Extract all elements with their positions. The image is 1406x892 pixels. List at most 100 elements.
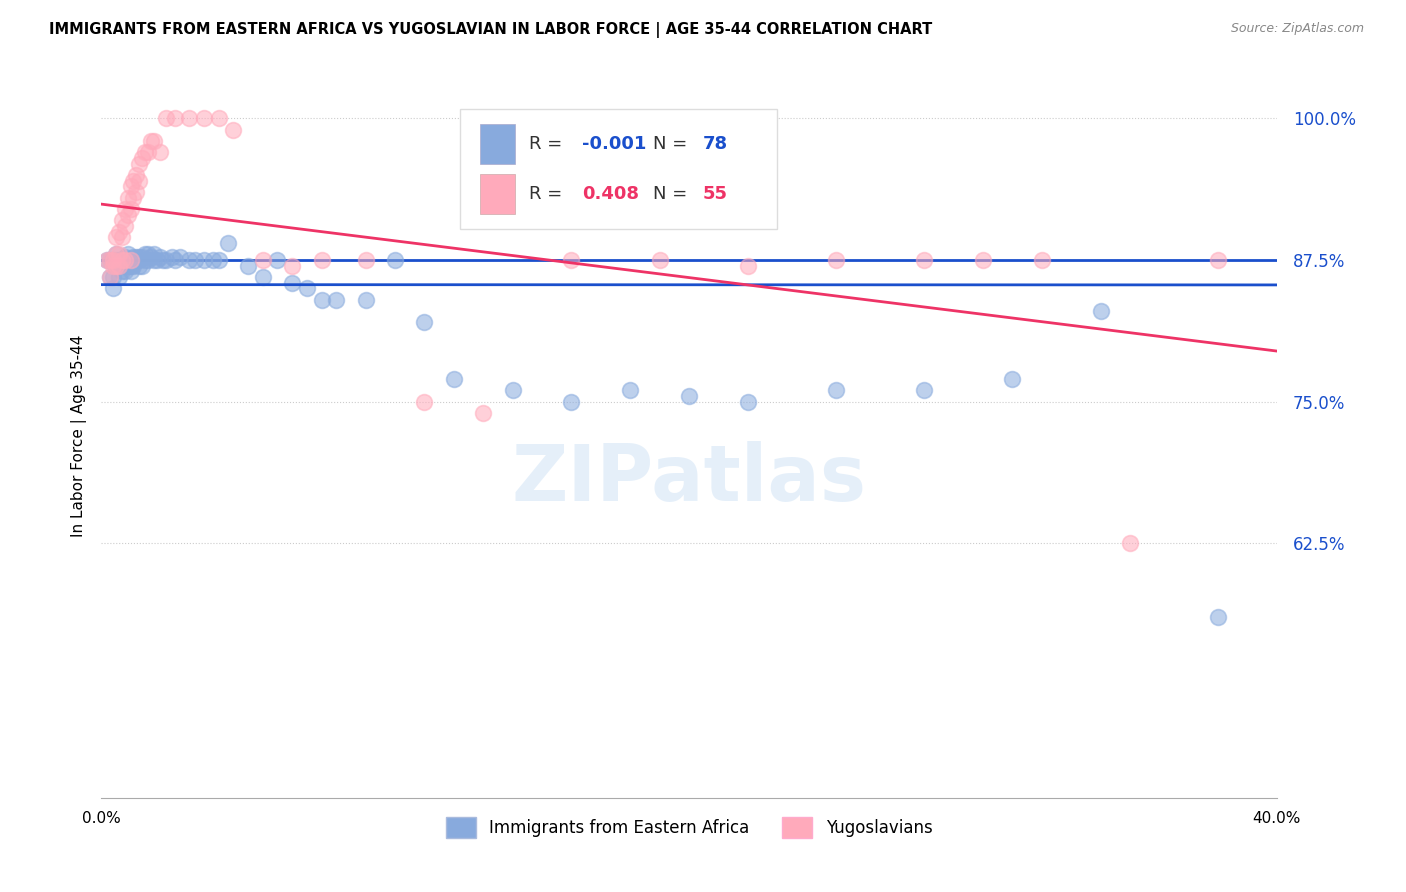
Point [1090, 304, 1112, 318]
Text: -0.001: -0.001 [582, 136, 647, 153]
Point [120, 202, 142, 216]
Point [143, 134, 166, 148]
Point [169, 250, 191, 264]
Point [107, 247, 129, 261]
Point [111, 213, 134, 227]
Point [111, 252, 134, 267]
Point [972, 252, 994, 267]
Point [131, 151, 153, 165]
Point [222, 122, 245, 136]
Point [825, 252, 848, 267]
Point [737, 259, 759, 273]
Point [122, 259, 145, 273]
Point [1206, 610, 1229, 624]
Point [139, 134, 162, 148]
Point [252, 252, 274, 267]
Point [107, 269, 129, 284]
Point [117, 259, 139, 273]
Point [111, 252, 134, 267]
Point [163, 252, 186, 267]
Point [143, 247, 166, 261]
Point [104, 247, 127, 261]
Point [155, 252, 177, 267]
Point [98, 252, 121, 267]
Point [912, 383, 935, 397]
Point [825, 383, 848, 397]
Point [311, 252, 333, 267]
Point [104, 259, 127, 273]
Point [122, 252, 145, 267]
Point [120, 179, 142, 194]
Point [114, 252, 136, 267]
Point [193, 252, 215, 267]
Point [134, 145, 156, 160]
Point [136, 247, 159, 261]
Point [101, 252, 124, 267]
Text: 55: 55 [703, 185, 728, 202]
Point [149, 250, 172, 264]
Point [152, 252, 174, 267]
Point [1206, 252, 1229, 267]
Point [120, 252, 142, 267]
Point [502, 383, 524, 397]
Point [107, 259, 129, 273]
Point [104, 252, 127, 267]
Point [136, 145, 159, 160]
Point [648, 252, 671, 267]
Point [325, 293, 347, 307]
Point [120, 252, 142, 267]
Point [136, 252, 159, 267]
Point [104, 259, 127, 273]
Point [295, 281, 318, 295]
Point [111, 252, 134, 267]
Point [114, 219, 136, 233]
Point [114, 264, 136, 278]
Point [201, 252, 224, 267]
Point [155, 112, 177, 126]
Point [252, 269, 274, 284]
Point [117, 252, 139, 267]
Point [107, 259, 129, 273]
Point [120, 259, 142, 273]
Point [143, 252, 166, 267]
Point [208, 252, 231, 267]
Point [114, 202, 136, 216]
Point [128, 259, 150, 273]
Point [443, 372, 465, 386]
Point [117, 247, 139, 261]
Point [107, 225, 129, 239]
Point [413, 315, 436, 329]
Point [266, 252, 288, 267]
Point [117, 191, 139, 205]
FancyBboxPatch shape [460, 109, 778, 229]
Point [472, 406, 495, 420]
Point [101, 281, 124, 295]
Legend: Immigrants from Eastern Africa, Yugoslavians: Immigrants from Eastern Africa, Yugoslav… [439, 811, 939, 844]
Text: 0.408: 0.408 [582, 185, 638, 202]
Point [354, 293, 377, 307]
Point [737, 394, 759, 409]
Point [122, 191, 145, 205]
Point [111, 264, 134, 278]
Point [125, 168, 148, 182]
Point [128, 173, 150, 187]
Point [236, 259, 259, 273]
Point [128, 252, 150, 267]
Point [163, 112, 186, 126]
Text: 78: 78 [703, 136, 728, 153]
Point [101, 252, 124, 267]
Point [104, 247, 127, 261]
Point [1001, 372, 1024, 386]
Point [619, 383, 641, 397]
Text: ZIPatlas: ZIPatlas [512, 441, 866, 517]
Point [125, 252, 148, 267]
Point [134, 252, 156, 267]
Point [122, 250, 145, 264]
Point [354, 252, 377, 267]
Point [122, 173, 145, 187]
Point [184, 252, 207, 267]
Text: R =: R = [529, 136, 568, 153]
Point [1031, 252, 1053, 267]
Point [107, 252, 129, 267]
Point [131, 250, 153, 264]
